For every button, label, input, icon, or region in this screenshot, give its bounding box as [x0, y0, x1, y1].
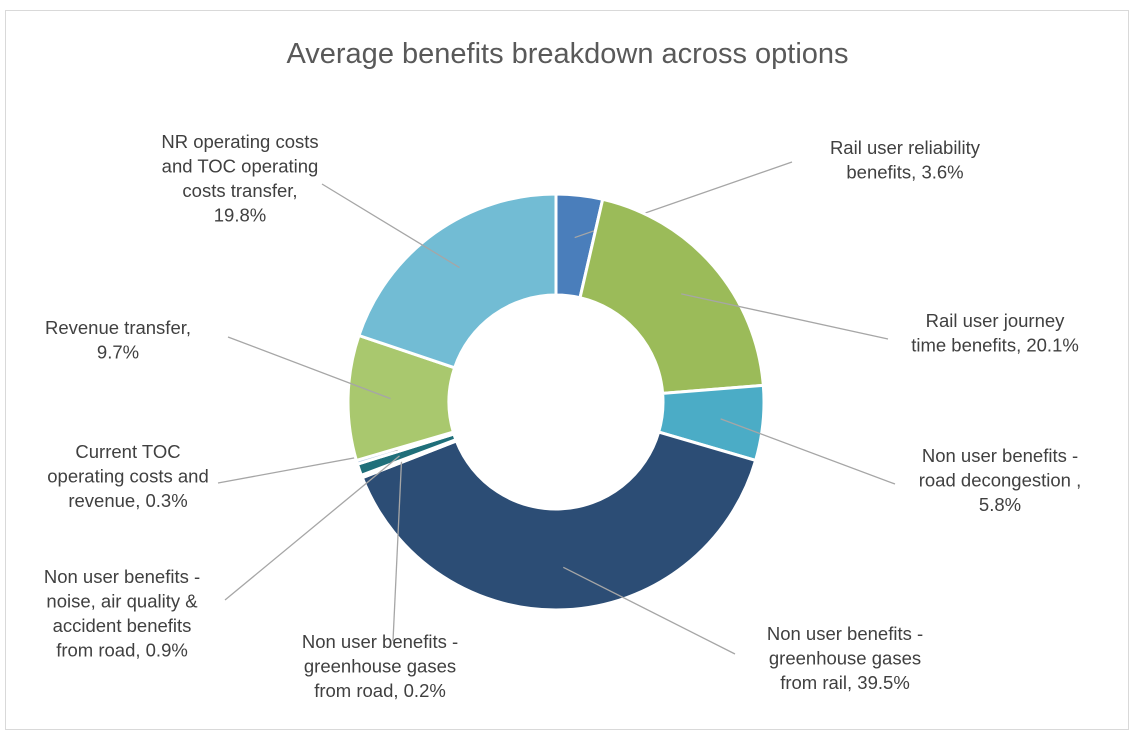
data-label-1: Rail user reliability benefits, 3.6% — [830, 137, 981, 183]
data-label-5: Non user benefits -greenhouse gases from … — [302, 631, 458, 701]
chart-title: Average benefits breakdown across option… — [286, 38, 849, 70]
data-label-4: Non user benefits -greenhouse gases from … — [767, 623, 923, 693]
slice-4 — [360, 430, 758, 612]
leader-line-9 — [321, 183, 460, 269]
data-label-2: Rail user journey time benefits, 20.1% — [911, 310, 1079, 356]
leader-line-2 — [681, 293, 889, 340]
data-label-9: NR operating costs and TOC operating costs… — [161, 131, 318, 226]
leader-line-4 — [562, 566, 736, 655]
slice-2 — [578, 197, 765, 396]
leader-line-8 — [227, 336, 391, 400]
data-label-7: Current TOC operating costs and revenue, 0… — [47, 441, 208, 511]
leader-line-6 — [224, 455, 400, 601]
data-label-6: Non user benefits -noise, air quality & a… — [44, 566, 200, 661]
data-label-3: Non user benefits -road decongestion , 5.… — [919, 445, 1082, 515]
slice-9 — [357, 192, 558, 370]
leader-line-3 — [720, 418, 896, 485]
data-label-8: Revenue transfer, 9.7% — [45, 317, 191, 363]
leader-line-5 — [392, 461, 403, 642]
